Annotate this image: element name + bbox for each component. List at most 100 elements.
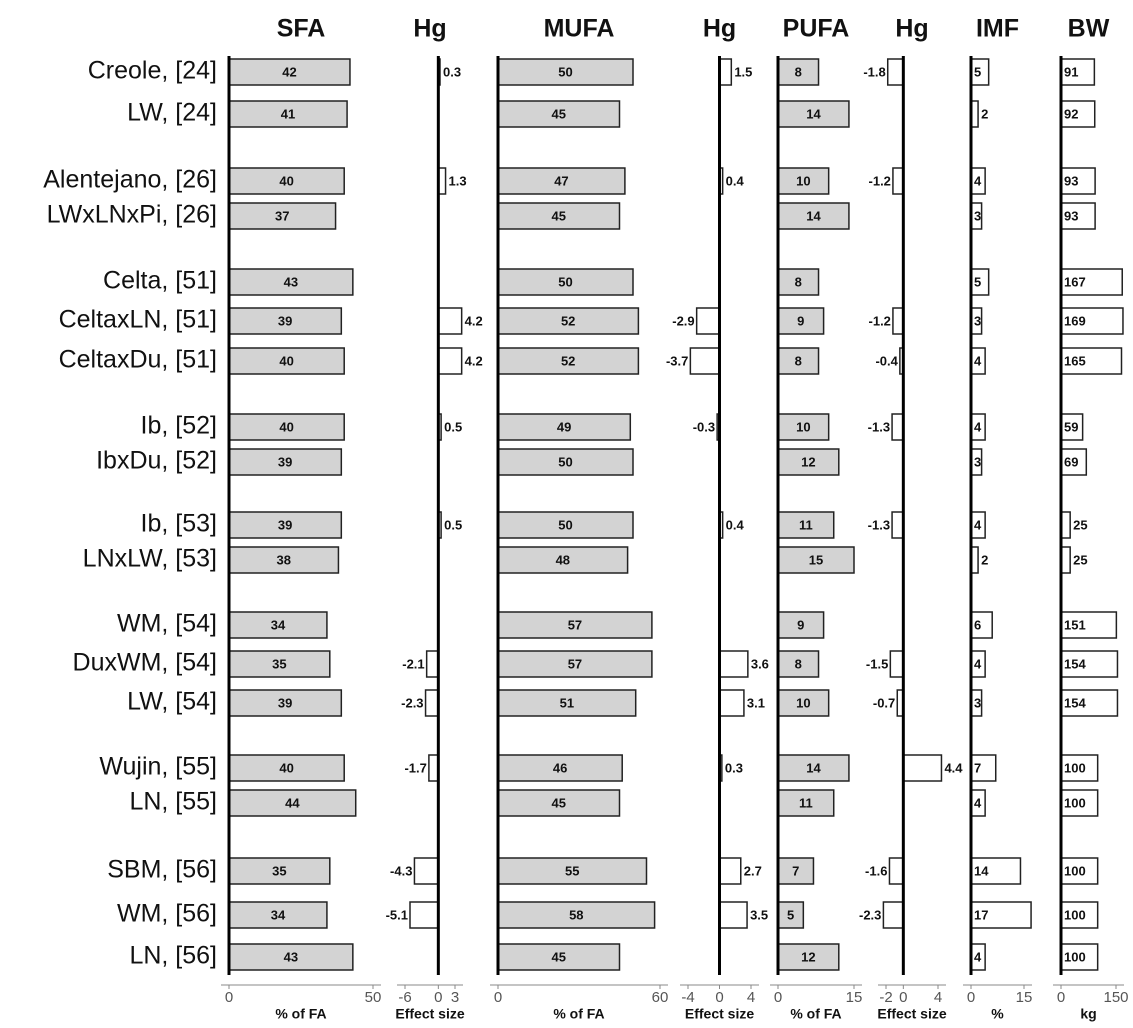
bar bbox=[777, 347, 820, 375]
value-label: 14 bbox=[806, 760, 821, 775]
value-label: 93 bbox=[1064, 208, 1078, 223]
bar bbox=[228, 100, 348, 128]
category-label: LW, [54] bbox=[127, 688, 217, 716]
value-label: 57 bbox=[568, 656, 582, 671]
bar bbox=[777, 901, 805, 929]
value-label: 2.7 bbox=[744, 863, 762, 878]
value-label: 4 bbox=[974, 949, 982, 964]
bar bbox=[228, 167, 345, 195]
bar bbox=[970, 857, 1022, 885]
bar bbox=[777, 546, 855, 574]
bar bbox=[970, 754, 997, 782]
value-label: 50 bbox=[558, 454, 572, 469]
value-label: 0.5 bbox=[444, 419, 462, 434]
x-tick-label: 0 bbox=[774, 989, 782, 1006]
x-tick-label: 0 bbox=[899, 989, 907, 1006]
bar bbox=[1060, 901, 1099, 929]
value-label: 0.4 bbox=[726, 517, 745, 532]
bar bbox=[777, 754, 850, 782]
category-label: Creole, [24] bbox=[88, 57, 217, 85]
bar bbox=[718, 58, 733, 86]
value-label: 25 bbox=[1073, 517, 1087, 532]
value-label: 92 bbox=[1064, 106, 1078, 121]
value-label: 52 bbox=[561, 313, 575, 328]
value-label: 5 bbox=[974, 64, 981, 79]
value-label: -1.3 bbox=[868, 419, 890, 434]
value-label: 37 bbox=[275, 208, 289, 223]
category-label: CeltaxDu, [51] bbox=[59, 346, 217, 374]
value-label: 39 bbox=[278, 517, 292, 532]
value-label: 151 bbox=[1064, 617, 1086, 632]
bar bbox=[777, 413, 830, 441]
value-label: 12 bbox=[801, 454, 815, 469]
x-axis-label: % of FA bbox=[790, 1006, 841, 1022]
value-label: -2.3 bbox=[401, 695, 423, 710]
value-label: -4.3 bbox=[390, 863, 412, 878]
bar bbox=[1060, 943, 1099, 971]
value-label: -1.6 bbox=[865, 863, 887, 878]
value-label: 57 bbox=[568, 617, 582, 632]
bar bbox=[497, 754, 623, 782]
bar bbox=[413, 857, 440, 885]
value-label: 10 bbox=[796, 173, 810, 188]
value-label: 9 bbox=[797, 313, 804, 328]
category-label: Celta, [51] bbox=[103, 267, 217, 295]
x-axis-label: % bbox=[991, 1006, 1004, 1022]
value-label: 47 bbox=[554, 173, 568, 188]
value-label: 43 bbox=[284, 274, 298, 289]
bar bbox=[1060, 754, 1099, 782]
bar bbox=[497, 268, 634, 296]
bar bbox=[777, 650, 820, 678]
value-label: 11 bbox=[799, 795, 813, 810]
value-label: 1.5 bbox=[734, 64, 752, 79]
value-label: 0.4 bbox=[726, 173, 745, 188]
bar bbox=[228, 611, 328, 639]
value-label: 165 bbox=[1064, 353, 1086, 368]
bar bbox=[777, 611, 825, 639]
bar bbox=[228, 546, 340, 574]
bar bbox=[497, 347, 640, 375]
x-tick-label: -6 bbox=[398, 989, 411, 1006]
value-label: 39 bbox=[278, 695, 292, 710]
bar bbox=[497, 100, 621, 128]
value-label: 169 bbox=[1064, 313, 1086, 328]
value-label: 5 bbox=[974, 274, 981, 289]
value-label: 69 bbox=[1064, 454, 1078, 469]
category-label: LN, [56] bbox=[129, 942, 217, 970]
x-tick-label: 0 bbox=[494, 989, 502, 1006]
value-label: 0.5 bbox=[444, 517, 462, 532]
x-tick-label: -2 bbox=[879, 989, 892, 1006]
bar bbox=[902, 754, 943, 782]
bar bbox=[892, 307, 905, 335]
value-label: 100 bbox=[1064, 760, 1086, 775]
value-label: 154 bbox=[1064, 695, 1086, 710]
value-label: 4 bbox=[974, 173, 982, 188]
bar bbox=[437, 307, 463, 335]
x-tick-label: 3 bbox=[451, 989, 459, 1006]
bar bbox=[777, 307, 825, 335]
value-label: 48 bbox=[556, 552, 570, 567]
bar bbox=[777, 689, 830, 717]
bar bbox=[1060, 689, 1119, 717]
value-label: 5 bbox=[787, 907, 794, 922]
bar bbox=[425, 650, 440, 678]
value-label: 45 bbox=[552, 208, 566, 223]
value-label: 3 bbox=[974, 695, 981, 710]
x-tick-label: 0 bbox=[1057, 989, 1065, 1006]
bar bbox=[1060, 650, 1119, 678]
value-label: -1.2 bbox=[869, 313, 891, 328]
bar bbox=[891, 413, 905, 441]
x-tick-label: 4 bbox=[934, 989, 942, 1006]
bar bbox=[892, 167, 905, 195]
x-axis-label: Effect size bbox=[395, 1006, 464, 1022]
value-label: 55 bbox=[565, 863, 579, 878]
value-label: 12 bbox=[801, 949, 815, 964]
value-label: 93 bbox=[1064, 173, 1078, 188]
value-label: 91 bbox=[1064, 64, 1078, 79]
value-label: 38 bbox=[276, 552, 290, 567]
value-label: 3 bbox=[974, 208, 981, 223]
category-label: LW, [24] bbox=[127, 99, 217, 127]
category-label: IbxDu, [52] bbox=[96, 447, 217, 475]
x-tick-label: 150 bbox=[1103, 989, 1128, 1006]
